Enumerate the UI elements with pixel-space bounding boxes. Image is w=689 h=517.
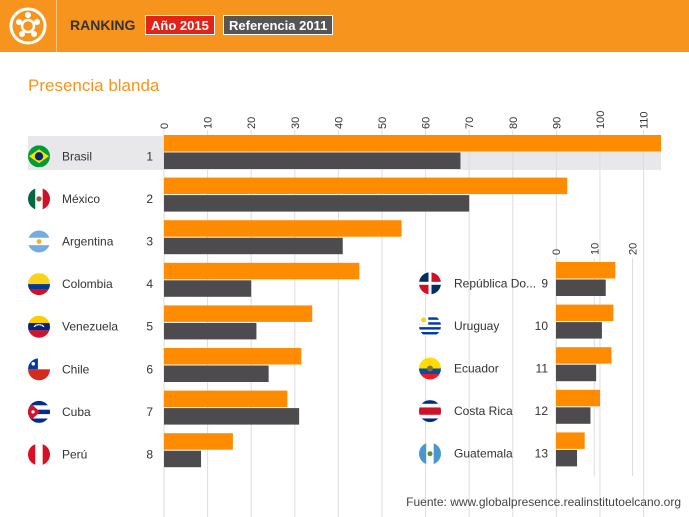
bar-2011 [556,449,578,467]
rank-label: 4 [146,277,153,291]
country-label: Guatemala [454,447,513,461]
rank-label: 10 [535,319,549,333]
x-tick-label: 70 [464,117,476,129]
rank-label: 8 [146,448,153,462]
bar-2011 [164,322,257,340]
venezuela-flag-icon [28,315,50,338]
country-label: Ecuador [454,362,499,376]
brazil-flag-icon [28,145,50,168]
bar-2015 [164,135,661,152]
country-label: Colombia [62,277,113,291]
bar-2015 [556,432,585,449]
rank-label: 3 [146,235,153,249]
rank-label: 11 [536,362,549,376]
country-label: Argentina [62,235,114,249]
bar-2015 [164,390,288,408]
country-label: Uruguay [454,319,499,333]
elcano-logo-icon[interactable] [8,6,48,46]
source-note: Fuente: www.globalpresence.realinstituto… [406,495,681,509]
bar-2011 [164,237,343,255]
chart-title: Presencia blanda [28,76,160,95]
rank-label: 5 [146,320,153,334]
rank-label: 13 [535,447,549,461]
argentina-flag-icon [28,230,50,253]
x-tick-label: 90 [551,117,563,129]
x-tick-label: 100 [595,111,607,129]
x-tick-label: 40 [333,117,345,129]
bar-2015 [164,348,302,365]
rank-label: 2 [146,192,153,206]
bar-2015 [164,262,360,280]
country-label: Cuba [62,405,91,419]
bar-2015 [164,433,233,450]
colombia-flag-icon [28,273,50,296]
ranking-label: RANKING [70,17,136,33]
bar-2011 [164,408,300,425]
bar-2011 [556,364,597,382]
bar-2011 [164,280,252,297]
bar-2011 [164,365,269,382]
x-tick-label: 10 [589,243,601,255]
rank-label: 12 [535,404,549,418]
country-label: Costa Rica [454,404,513,418]
x-tick-label: 20 [628,243,640,255]
chile-flag-icon [28,358,50,381]
bar-2011 [556,279,606,296]
bar-2015 [164,177,568,195]
x-tick-label: 10 [203,117,215,129]
costa-rica-flag-icon [419,400,441,423]
year-2015-button[interactable]: Año 2015 [145,15,215,35]
bar-2011 [164,152,461,169]
x-tick-label: 50 [377,117,389,129]
country-label: México [62,192,100,206]
country-label: República Do... [454,276,536,290]
bar-2011 [164,450,202,468]
x-tick-label: 110 [639,111,651,129]
bar-2011 [164,195,470,212]
reference-2011-button[interactable]: Referencia 2011 [223,15,334,35]
dominican-republic-flag-icon [419,272,441,295]
bar-2015 [556,262,616,279]
rank-label: 1 [146,149,153,163]
country-label: Venezuela [62,320,118,334]
country-label: Perú [62,448,87,462]
bar-2015 [556,389,600,407]
mexico-flag-icon [28,187,50,210]
header-divider [56,0,57,52]
x-tick-label: 0 [551,249,563,255]
bar-2015 [164,220,402,237]
country-label: Chile [62,362,90,376]
bar-2015 [556,347,612,364]
peru-flag-icon [28,443,50,466]
header-bar: RANKING Año 2015 Referencia 2011 [0,0,689,52]
x-tick-label: 20 [246,117,258,129]
ecuador-flag-icon [419,357,441,380]
x-tick-label: 0 [159,123,171,129]
bar-2011 [556,407,591,424]
cuba-flag-icon [28,400,50,423]
rank-label: 7 [146,405,153,419]
bar-2011 [556,322,602,339]
guatemala-flag-icon [419,442,441,465]
rank-label: 6 [146,362,153,376]
bar-2015 [556,304,614,322]
country-label: Brasil [62,149,92,163]
rank-label: 9 [541,276,548,290]
x-tick-label: 60 [421,117,433,129]
bar-2015 [164,305,313,322]
uruguay-flag-icon [419,314,441,337]
x-tick-label: 30 [290,117,302,129]
x-tick-label: 80 [508,117,520,129]
